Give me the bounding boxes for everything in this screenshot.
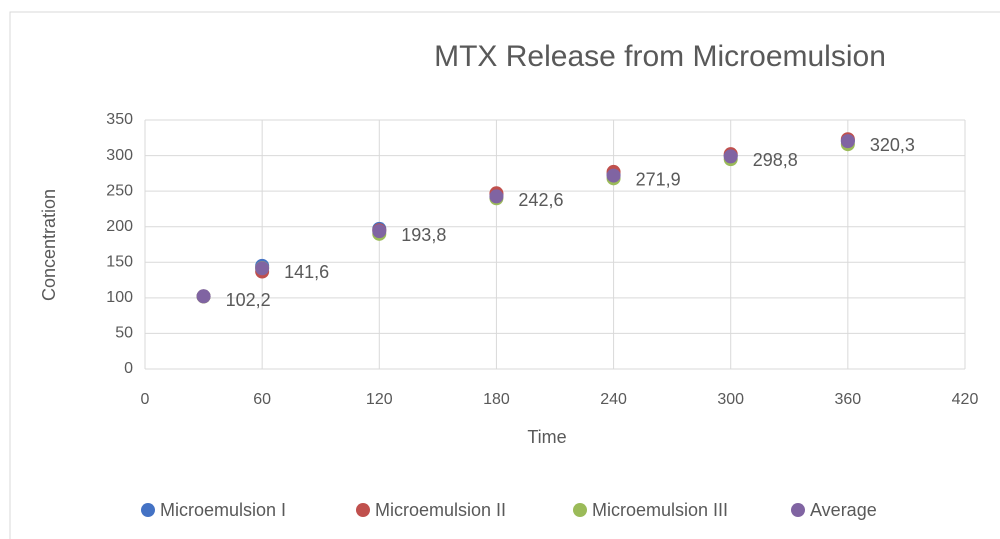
data-point xyxy=(606,168,621,183)
x-tick-label: 0 xyxy=(141,391,150,408)
y-tick-label: 250 xyxy=(106,182,133,199)
data-label: 193,8 xyxy=(401,225,446,245)
data-point xyxy=(255,261,270,276)
y-tick-label: 350 xyxy=(106,111,133,128)
legend-marker xyxy=(791,503,805,517)
legend-marker xyxy=(573,503,587,517)
legend-label: Average xyxy=(810,500,877,520)
data-label: 141,6 xyxy=(284,262,329,282)
y-axis-label: Concentration xyxy=(39,189,59,301)
data-label: 242,6 xyxy=(518,190,563,210)
legend-label: Microemulsion II xyxy=(375,500,506,520)
legend-label: Microemulsion I xyxy=(160,500,286,520)
y-tick-label: 150 xyxy=(106,254,133,271)
data-label: 102,2 xyxy=(226,290,271,310)
y-tick-label: 100 xyxy=(106,289,133,306)
data-label: 298,8 xyxy=(753,150,798,170)
x-tick-label: 180 xyxy=(483,391,510,408)
x-tick-label: 60 xyxy=(253,391,271,408)
data-label: 320,3 xyxy=(870,135,915,155)
x-tick-label: 300 xyxy=(717,391,744,408)
legend-marker xyxy=(356,503,370,517)
x-tick-label: 420 xyxy=(952,391,979,408)
data-point xyxy=(723,149,738,164)
chart-title: MTX Release from Microemulsion xyxy=(434,40,886,73)
legend-marker xyxy=(141,503,155,517)
chart-border xyxy=(9,11,1000,539)
data-point xyxy=(489,189,504,204)
y-tick-label: 0 xyxy=(124,360,133,377)
data-point xyxy=(196,289,211,304)
x-axis-label: Time xyxy=(527,427,566,447)
x-tick-label: 120 xyxy=(366,391,393,408)
data-point xyxy=(840,134,855,149)
x-tick-label: 360 xyxy=(835,391,862,408)
x-tick-label: 240 xyxy=(600,391,627,408)
y-tick-label: 300 xyxy=(106,147,133,164)
legend-label: Microemulsion III xyxy=(592,500,728,520)
data-label: 271,9 xyxy=(636,169,681,189)
y-tick-label: 200 xyxy=(106,218,133,235)
y-tick-label: 50 xyxy=(115,325,133,342)
data-point xyxy=(372,224,387,239)
